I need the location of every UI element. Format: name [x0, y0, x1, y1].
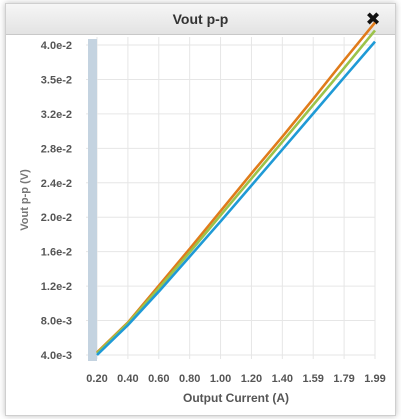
x-tick-label: 1.99 — [364, 373, 385, 385]
y-tick-label: 2.8e-2 — [41, 143, 72, 155]
y-axis-label: Vout p-p (V) — [19, 169, 31, 231]
y-tick-labels: 4.0e-3 8.0e-3 1.2e-2 1.6e-2 2.0e-2 2.4e-2 2.8e… — [41, 40, 72, 362]
x-tick-label: 0.80 — [179, 373, 200, 385]
x-tick-label: 0.20 — [86, 373, 107, 385]
series-line-2 — [96, 29, 377, 355]
x-tick-label: 1.20 — [241, 373, 262, 385]
y-axis-band — [88, 39, 97, 361]
x-tick-label: 0.60 — [148, 373, 169, 385]
y-tick-label: 2.0e-2 — [41, 212, 72, 224]
x-tick-label: 1.00 — [210, 373, 231, 385]
series-line-3 — [96, 40, 376, 356]
x-tick-label: 1.40 — [272, 373, 293, 385]
y-tick-label: 3.5e-2 — [41, 74, 72, 86]
y-tick-label: 8.0e-3 — [41, 316, 72, 328]
x-axis-label: Output Current (A) — [183, 391, 289, 405]
y-tick-label: 2.4e-2 — [41, 178, 72, 190]
y-tick-label: 1.2e-2 — [41, 281, 72, 293]
y-tick-label: 1.6e-2 — [41, 247, 72, 259]
y-tick-label: 3.2e-2 — [41, 109, 72, 121]
x-tick-label: 1.59 — [303, 373, 324, 385]
x-tick-labels: 0.20 0.40 0.60 0.80 1.00 1.20 1.40 1.59 1.79 1.99 — [86, 373, 385, 385]
x-tick-label: 1.79 — [333, 373, 354, 385]
y-tick-label: 4.0e-3 — [41, 350, 72, 362]
series-line-1 — [96, 21, 377, 354]
chart-series — [96, 21, 377, 356]
close-icon[interactable]: ✖ — [365, 9, 381, 29]
chart-dialog: Vout p-p ✖ — [5, 3, 396, 416]
dialog-titlebar: Vout p-p ✖ — [6, 4, 395, 35]
x-tick-label: 0.40 — [117, 373, 138, 385]
dialog-title: Vout p-p — [172, 11, 229, 27]
y-tick-label: 4.0e-2 — [41, 40, 72, 52]
